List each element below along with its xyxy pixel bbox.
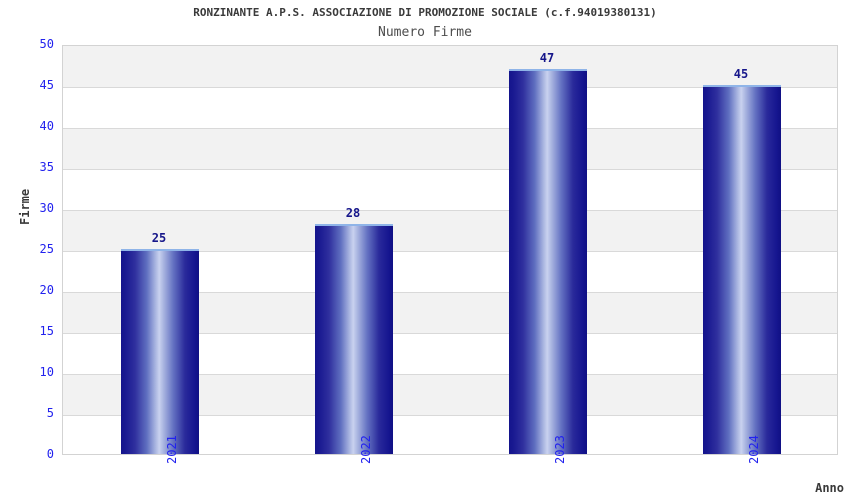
y-axis-tick-label: 20 xyxy=(39,283,54,297)
gridline xyxy=(63,251,837,252)
gridline xyxy=(63,415,837,416)
y-axis-title: Firme xyxy=(18,188,32,225)
y-axis-tick-label: 35 xyxy=(39,160,54,174)
plot-area xyxy=(62,45,838,455)
gridline xyxy=(63,333,837,334)
y-axis-tick-label: 0 xyxy=(46,447,54,461)
y-axis-ticks: 0 5 10 15 20 25 30 35 40 45 50 xyxy=(0,37,54,461)
gridline xyxy=(63,87,837,88)
x-axis-tick-label: 2022 xyxy=(359,435,373,464)
y-axis-tick-label: 15 xyxy=(39,324,54,338)
plot-band xyxy=(63,46,837,87)
y-axis-tick-label: 30 xyxy=(39,201,54,215)
y-axis-tick-label: 10 xyxy=(39,365,54,379)
bar[interactable] xyxy=(509,68,587,454)
gridline xyxy=(63,128,837,129)
bar-value-label: 47 xyxy=(539,50,555,65)
bar-value-label: 45 xyxy=(733,67,749,81)
gridline xyxy=(63,169,837,170)
chart-subtitle: Numero Firme xyxy=(378,25,472,40)
x-axis-tick-label: 2021 xyxy=(165,435,179,464)
x-axis-tick-label: 2024 xyxy=(747,435,761,464)
y-axis-tick-label: 25 xyxy=(39,242,54,256)
x-axis-title: Anno xyxy=(815,481,844,495)
bar-value-label: 25 xyxy=(151,231,167,245)
bar[interactable] xyxy=(315,224,393,454)
y-axis-tick-label: 50 xyxy=(39,37,54,51)
chart-title: RONZINANTE A.P.S. ASSOCIAZIONE DI PROMOZ… xyxy=(193,6,657,19)
y-axis-tick-label: 45 xyxy=(39,78,54,92)
gridline xyxy=(63,292,837,293)
x-axis-tick-label: 2023 xyxy=(553,435,567,464)
y-axis-tick-label: 5 xyxy=(46,406,54,420)
bar[interactable] xyxy=(703,85,781,454)
gridline xyxy=(63,210,837,211)
bar-value-label: 28 xyxy=(345,206,361,221)
y-axis-tick-label: 40 xyxy=(39,119,54,133)
bar[interactable] xyxy=(121,249,199,454)
gridline xyxy=(63,374,837,375)
